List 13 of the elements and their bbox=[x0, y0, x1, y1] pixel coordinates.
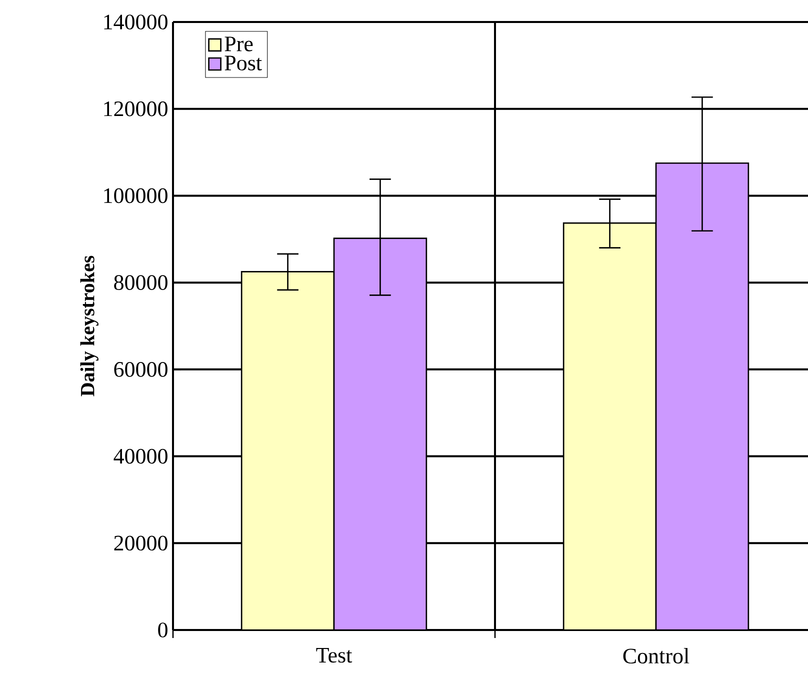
y-tick-label: 20000 bbox=[114, 536, 168, 551]
y-axis-title: Daily keystrokes bbox=[80, 256, 98, 396]
y-tick-label: 60000 bbox=[114, 362, 168, 377]
y-tick-label: 100000 bbox=[104, 188, 168, 204]
y-tick-label: 40000 bbox=[114, 448, 168, 464]
x-tick-label: Test bbox=[316, 648, 352, 663]
x-tick-label: Control bbox=[623, 648, 690, 664]
legend-label: Pre bbox=[224, 36, 253, 52]
y-tick-label: 120000 bbox=[104, 101, 168, 116]
y-tick-label: 140000 bbox=[104, 14, 168, 30]
legend-label: Post bbox=[224, 56, 262, 70]
y-tick-label: 80000 bbox=[114, 275, 168, 290]
y-tick-label: 0 bbox=[158, 622, 168, 638]
